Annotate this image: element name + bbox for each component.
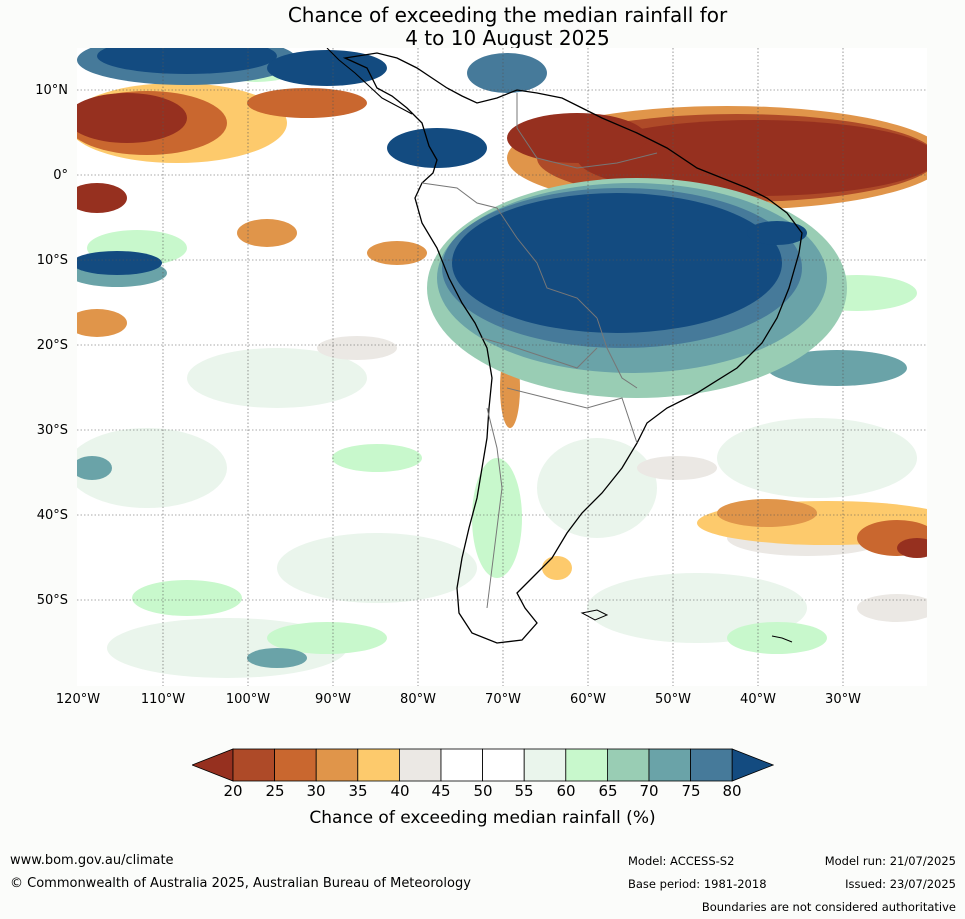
- colorbar-tick: 55: [514, 782, 534, 800]
- copyright-text: © Commonwealth of Australia 2025, Austra…: [10, 876, 471, 891]
- title-line-1: Chance of exceeding the median rainfall …: [287, 3, 728, 27]
- colorbar-cell: [523, 748, 567, 782]
- rainfall-map: [77, 48, 927, 686]
- issued-date: Issued: 23/07/2025: [845, 877, 956, 891]
- colorbar-tick: 50: [473, 782, 493, 800]
- south-georgia: [771, 635, 793, 643]
- lat-label-40s: 40°S: [36, 508, 68, 523]
- colorbar-cell: [232, 748, 275, 782]
- colorbar-tick: 30: [306, 782, 326, 800]
- colorbar-cell: [398, 748, 442, 782]
- map-canvas: [77, 48, 927, 686]
- colorbar-cell: [731, 748, 774, 782]
- colorbar-tick: 20: [223, 782, 243, 800]
- lat-label-10n: 10°N: [35, 83, 68, 98]
- title-line-2: 4 to 10 August 2025: [405, 26, 610, 50]
- colorbar-cell: [606, 748, 650, 782]
- colorbar-tick: 65: [598, 782, 618, 800]
- lon-label-70w: 70°W: [485, 692, 521, 707]
- colorbar-cell: [648, 748, 691, 782]
- colorbar-cell: [482, 748, 525, 782]
- colorbar-cell: [565, 748, 608, 782]
- map-title: Chance of exceeding the median rainfall …: [0, 4, 965, 50]
- graticule: [77, 48, 927, 686]
- lon-label-80w: 80°W: [400, 692, 436, 707]
- colorbar: [192, 748, 774, 782]
- lon-label-110w: 110°W: [140, 692, 186, 707]
- lon-label-50w: 50°W: [655, 692, 691, 707]
- lon-label-100w: 100°W: [225, 692, 271, 707]
- lon-label-60w: 60°W: [570, 692, 606, 707]
- colorbar-cell: [357, 748, 400, 782]
- colorbar-tick: 45: [431, 782, 451, 800]
- lat-label-30s: 30°S: [36, 423, 68, 438]
- country-borders: [421, 93, 658, 609]
- colorbar-label: Chance of exceeding median rainfall (%): [309, 808, 656, 828]
- lat-label-10s: 10°S: [36, 253, 68, 268]
- lon-label-90w: 90°W: [315, 692, 351, 707]
- falklands: [580, 609, 609, 621]
- lat-label-20s: 20°S: [36, 338, 68, 353]
- colorbar-tick: 75: [681, 782, 701, 800]
- model-run-date: Model run: 21/07/2025: [824, 854, 956, 868]
- colorbar-tick: 80: [722, 782, 742, 800]
- colorbar-tick: 60: [556, 782, 576, 800]
- wet-anomalies: [77, 48, 847, 398]
- colorbar-tick: 70: [639, 782, 659, 800]
- colorbar-tick: 25: [265, 782, 285, 800]
- lon-label-120w: 120°W: [55, 692, 101, 707]
- dry-anomalies: [77, 83, 927, 580]
- colorbar-cell: [690, 748, 733, 782]
- central-america-coastline: [326, 48, 413, 115]
- base-period: Base period: 1981-2018: [628, 877, 767, 891]
- model-name: Model: ACCESS-S2: [628, 854, 735, 868]
- lat-label-50s: 50°S: [36, 593, 68, 608]
- lon-label-40w: 40°W: [740, 692, 776, 707]
- colorbar-cell: [274, 748, 317, 782]
- colorbar-tick: 40: [390, 782, 410, 800]
- boundary-disclaimer: Boundaries are not considered authoritat…: [701, 900, 956, 914]
- website-link[interactable]: www.bom.gov.au/climate: [10, 853, 174, 868]
- lon-label-30w: 30°W: [825, 692, 861, 707]
- colorbar-cell: [440, 748, 483, 782]
- lat-label-0: 0°: [53, 168, 68, 183]
- colorbar-cell: [315, 748, 359, 782]
- south-america-coastline: [342, 52, 803, 644]
- colorbar-cell: [192, 748, 234, 782]
- colorbar-tick: 35: [348, 782, 368, 800]
